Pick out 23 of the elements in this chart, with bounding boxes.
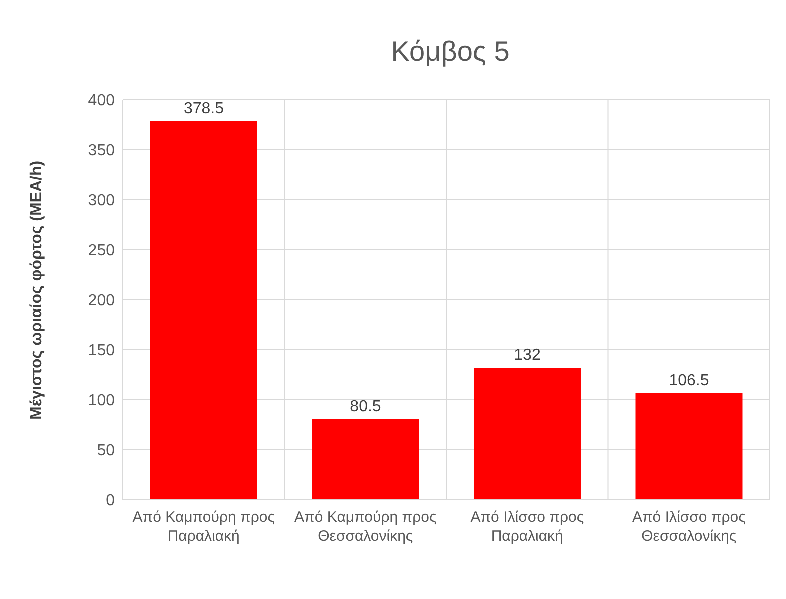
data-label: 80.5	[350, 398, 382, 416]
data-label: 132	[514, 347, 541, 364]
y-tick-label: 150	[88, 342, 116, 360]
y-tick-label: 0	[106, 492, 116, 510]
y-tick-label: 300	[88, 192, 116, 210]
data-label: 378.5	[184, 100, 224, 118]
data-label: 106.5	[669, 372, 710, 390]
y-tick-label: 400	[88, 92, 116, 110]
bar	[150, 122, 258, 500]
chart-title: Κόμβος 5	[390, 36, 511, 68]
y-tick-label: 250	[88, 242, 116, 260]
x-tick-label: Από Καμπούρη προς Θεσσαλονίκης	[294, 509, 437, 545]
y-tick-label: 350	[88, 142, 116, 160]
x-tick-label: Από Καμπούρη προς Παραλιακή	[132, 509, 275, 545]
bar	[636, 394, 743, 500]
bar	[312, 420, 420, 500]
x-tick-label: Από Ιλίσσο προς Παραλιακή	[470, 509, 584, 545]
y-tick-label: 100	[88, 392, 116, 410]
x-tick-label: Από Ιλίσσο προς Θεσσαλονίκης	[632, 509, 746, 545]
y-tick-label: 50	[97, 442, 116, 460]
y-axis-title: Μέγιστος ωριαίος φόρτος (MEA/h)	[28, 160, 46, 420]
bar	[474, 368, 581, 500]
y-tick-label: 200	[88, 292, 116, 310]
